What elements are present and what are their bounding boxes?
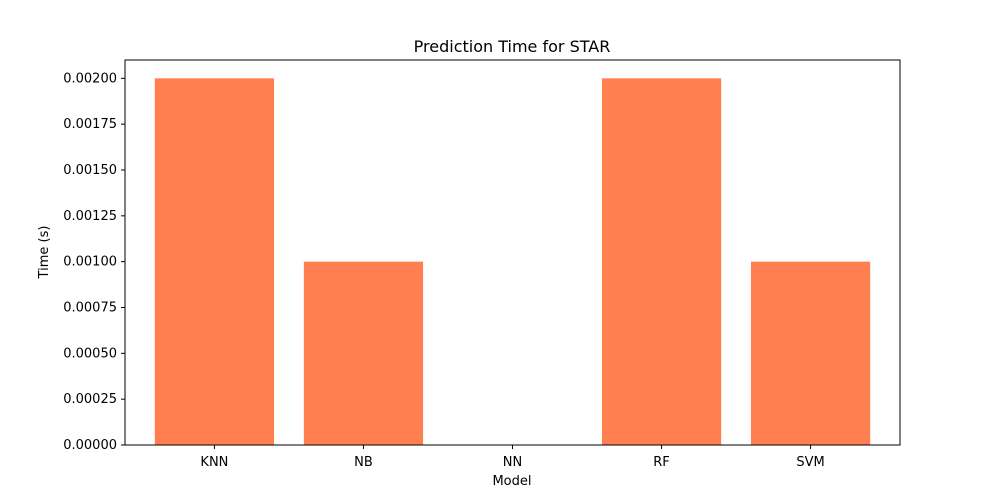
y-axis-label: Time (s) xyxy=(37,226,52,280)
bar-nb xyxy=(303,261,424,445)
y-tick-label: 0.00000 xyxy=(63,438,117,453)
y-tick-label: 0.00125 xyxy=(63,209,117,224)
y-axis: 0.00000 0.00025 0.00050 0.00075 0.00100 0.001… xyxy=(63,71,125,453)
plot-frame xyxy=(124,59,901,446)
y-tick-label: 0.00100 xyxy=(63,255,117,270)
x-axis-label: Model xyxy=(492,474,531,489)
bar-knn xyxy=(154,78,275,445)
bar-rf xyxy=(601,78,722,445)
x-axis: KNN NB NN RF SVM xyxy=(200,445,825,470)
y-tick-label: 0.00150 xyxy=(63,163,117,178)
chart-title: Prediction Time for STAR xyxy=(414,37,611,56)
y-tick-label: 0.00075 xyxy=(63,301,117,316)
x-tick-label-rf: RF xyxy=(653,455,670,470)
x-tick-label-svm: SVM xyxy=(796,455,824,470)
y-tick-label: 0.00200 xyxy=(63,71,117,86)
x-tick-label-nb: NB xyxy=(354,455,373,470)
y-tick-label: 0.00050 xyxy=(63,346,117,361)
x-tick-label-nn: NN xyxy=(503,455,522,470)
bars-layer xyxy=(154,78,871,445)
bar-svm xyxy=(750,261,871,445)
x-tick-label-knn: KNN xyxy=(200,455,228,470)
y-tick-label: 0.00025 xyxy=(63,392,117,407)
y-tick-label: 0.00175 xyxy=(63,117,117,132)
